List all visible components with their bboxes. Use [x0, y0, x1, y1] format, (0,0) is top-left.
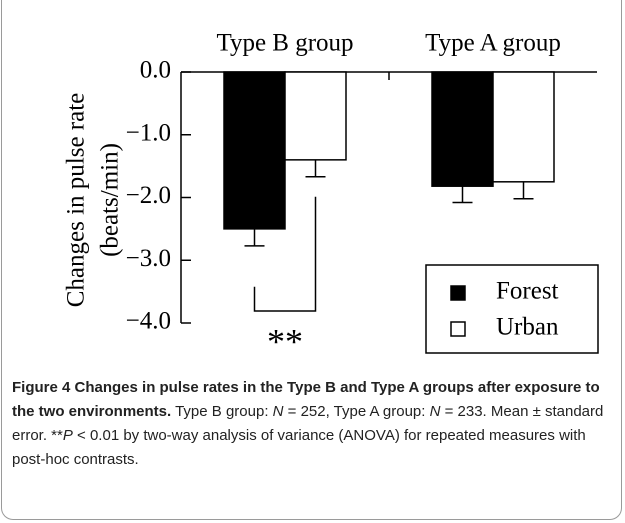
- x-category-label: Type B group: [216, 30, 353, 57]
- error-bar: [513, 181, 534, 200]
- bar: [492, 71, 555, 183]
- y-axis-label: (beats/min): [97, 143, 124, 257]
- bar: [223, 71, 286, 230]
- significance-bracket: [253, 196, 317, 312]
- caption-title: Figure 4 Changes in pulse rates in the T…: [12, 379, 600, 420]
- significance-label: **: [267, 321, 303, 361]
- bar: [431, 71, 494, 187]
- legend-label: Urban: [496, 314, 559, 341]
- legend-swatch: [450, 321, 466, 337]
- chart: Changes in pulse rate (beats/min) 0.0 −1.…: [63, 30, 599, 361]
- caption-text: N: [272, 403, 284, 420]
- bar: [284, 71, 347, 161]
- x-category-label: Type A group: [425, 30, 561, 57]
- legend-label: Forest: [496, 278, 559, 305]
- error-bar: [244, 228, 265, 247]
- y-tick-label: −4.0: [126, 308, 171, 335]
- caption-text: P: [62, 427, 73, 444]
- caption-text: < 0.01 by two-way analysis of variance (…: [12, 427, 586, 468]
- caption-text: = 252, Type A group:: [283, 403, 430, 420]
- caption: Figure 4 Changes in pulse rates in the T…: [12, 376, 612, 472]
- error-bar: [452, 186, 473, 204]
- legend-swatch: [450, 285, 466, 301]
- y-tick-label: 0.0: [140, 57, 171, 84]
- legend-box: [425, 264, 599, 354]
- caption-text: Type B group:: [175, 403, 273, 420]
- caption-text: N: [429, 403, 441, 420]
- y-tick-label: −1.0: [126, 119, 171, 146]
- error-bar: [305, 159, 326, 178]
- y-tick-label: −2.0: [126, 182, 171, 209]
- caption-text: = 233. Mean ± standard error. **: [12, 403, 604, 444]
- y-axis-label: Changes in pulse rate: [63, 93, 90, 308]
- y-tick-label: −3.0: [126, 245, 171, 272]
